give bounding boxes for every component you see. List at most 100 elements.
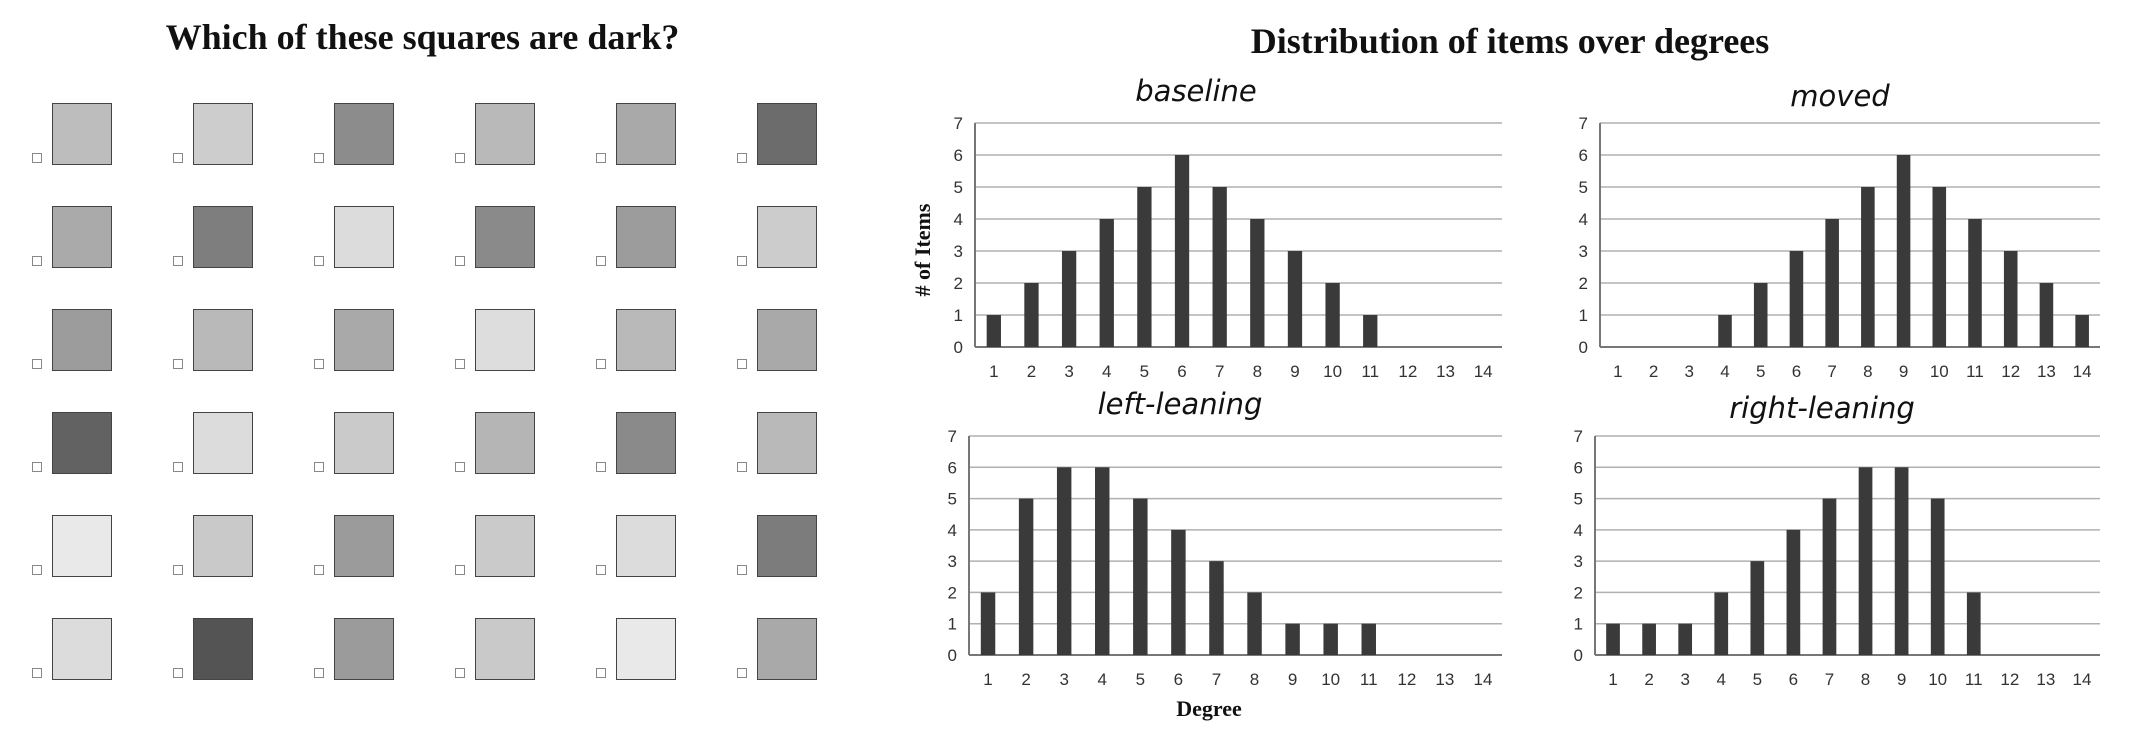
square-option[interactable] [308,309,448,411]
square-option[interactable] [731,309,871,411]
square-checkbox[interactable] [737,256,747,266]
square-option[interactable] [167,515,307,617]
square-checkbox[interactable] [32,565,42,575]
square-option[interactable] [167,206,307,308]
square-option[interactable] [167,412,307,514]
square-checkbox[interactable] [737,359,747,369]
bar-degree-9 [1285,623,1300,655]
y-tick-label: 3 [954,242,963,261]
square-checkbox[interactable] [455,462,465,472]
square-option[interactable] [731,206,871,308]
square-option[interactable] [26,103,166,205]
bar-degree-4 [1099,219,1114,347]
square-checkbox[interactable] [737,462,747,472]
square-checkbox[interactable] [173,256,183,266]
square-option[interactable] [26,618,166,720]
y-tick-label: 1 [954,306,963,325]
gray-square-swatch [475,618,535,680]
square-option[interactable] [167,103,307,205]
square-checkbox[interactable] [173,668,183,678]
square-option[interactable] [449,412,589,514]
square-option[interactable] [308,206,448,308]
square-option[interactable] [308,412,448,514]
square-option[interactable] [308,103,448,205]
square-checkbox[interactable] [314,256,324,266]
square-checkbox[interactable] [737,668,747,678]
square-checkbox[interactable] [32,668,42,678]
square-option[interactable] [449,309,589,411]
square-checkbox[interactable] [314,668,324,678]
square-option[interactable] [449,515,589,617]
bar-degree-2 [1024,283,1039,347]
square-checkbox[interactable] [314,462,324,472]
square-option[interactable] [26,515,166,617]
x-tick-label: 2 [1644,670,1653,689]
y-tick-label: 6 [954,146,963,165]
square-checkbox[interactable] [32,359,42,369]
square-checkbox[interactable] [455,256,465,266]
square-checkbox[interactable] [314,153,324,163]
square-option[interactable] [26,412,166,514]
gray-square-swatch [52,309,112,371]
square-option[interactable] [308,515,448,617]
square-option[interactable] [26,206,166,308]
square-option[interactable] [590,206,730,308]
square-checkbox[interactable] [173,565,183,575]
bar-degree-13 [2039,283,2054,347]
square-checkbox[interactable] [596,256,606,266]
square-option[interactable] [731,103,871,205]
square-option[interactable] [731,515,871,617]
square-checkbox[interactable] [596,153,606,163]
square-checkbox[interactable] [173,462,183,472]
square-checkbox[interactable] [596,462,606,472]
square-checkbox[interactable] [32,462,42,472]
square-checkbox[interactable] [596,359,606,369]
square-option[interactable] [449,103,589,205]
square-option[interactable] [590,309,730,411]
y-tick-label: 5 [954,178,963,197]
square-option[interactable] [449,206,589,308]
squares-panel: Which of these squares are dark? [0,0,870,730]
square-option[interactable] [590,515,730,617]
square-option[interactable] [308,618,448,720]
square-checkbox[interactable] [314,359,324,369]
square-checkbox[interactable] [173,359,183,369]
square-option[interactable] [449,618,589,720]
square-option[interactable] [731,412,871,514]
x-tick-label: 13 [2036,670,2055,689]
y-tick-label: 6 [1579,146,1588,165]
x-tick-label: 12 [2001,362,2020,381]
square-checkbox[interactable] [455,359,465,369]
square-checkbox[interactable] [596,565,606,575]
square-option[interactable] [590,618,730,720]
square-checkbox[interactable] [455,153,465,163]
y-tick-label: 7 [948,427,957,446]
gray-square-swatch [52,206,112,268]
bar-degree-10 [1325,283,1340,347]
y-tick-label: 1 [948,615,957,634]
x-tick-label: 9 [1899,362,1908,381]
bar-degree-3 [1061,251,1077,347]
square-checkbox[interactable] [173,153,183,163]
square-option[interactable] [731,618,871,720]
x-tick-label: 4 [1098,670,1107,689]
y-tick-label: 4 [1574,521,1583,540]
square-option[interactable] [167,309,307,411]
gray-square-swatch [334,103,394,165]
square-checkbox[interactable] [737,565,747,575]
x-tick-label: 4 [1717,670,1726,689]
square-option[interactable] [167,618,307,720]
square-checkbox[interactable] [737,153,747,163]
square-checkbox[interactable] [32,256,42,266]
gray-square-swatch [52,515,112,577]
square-checkbox[interactable] [455,565,465,575]
square-checkbox[interactable] [596,668,606,678]
square-checkbox[interactable] [314,565,324,575]
square-option[interactable] [590,412,730,514]
gray-square-swatch [52,412,112,474]
square-option[interactable] [26,309,166,411]
bar-degree-9 [1896,155,1911,347]
square-checkbox[interactable] [455,668,465,678]
square-option[interactable] [590,103,730,205]
square-checkbox[interactable] [32,153,42,163]
